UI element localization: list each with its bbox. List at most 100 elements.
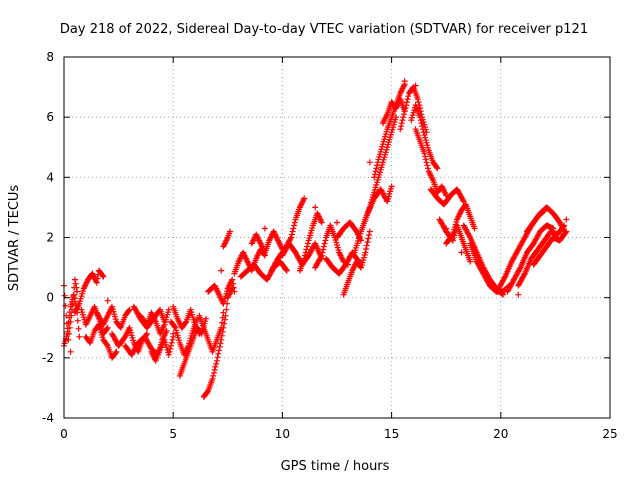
y-tick-label: 4 xyxy=(46,170,54,184)
data-point xyxy=(227,228,233,235)
data-point xyxy=(417,105,423,112)
data-point xyxy=(218,336,225,343)
data-point xyxy=(168,339,175,346)
y-tick-label: 0 xyxy=(46,291,54,305)
data-point xyxy=(321,240,328,247)
data-point xyxy=(75,325,82,332)
data-point xyxy=(510,255,517,262)
data-point xyxy=(366,232,372,238)
data-point xyxy=(288,234,295,241)
data-point xyxy=(563,216,570,223)
data-point xyxy=(449,232,455,239)
y-axis-title: SDTVAR / TECUs xyxy=(7,185,22,292)
data-point xyxy=(291,219,298,226)
data-point xyxy=(217,340,224,347)
data-point xyxy=(424,162,431,169)
data-point xyxy=(230,284,237,291)
data-point xyxy=(471,225,478,232)
data-point xyxy=(214,354,221,361)
data-points xyxy=(61,78,570,400)
data-point xyxy=(213,360,220,367)
data-point xyxy=(319,249,326,256)
data-point xyxy=(161,318,168,325)
x-tick-label: 10 xyxy=(275,427,290,441)
data-point xyxy=(402,105,409,112)
data-point xyxy=(171,323,178,330)
data-point xyxy=(212,363,219,370)
data-point xyxy=(401,111,407,118)
x-axis-title: GPS time / hours xyxy=(281,459,390,474)
data-point xyxy=(170,330,177,337)
data-point xyxy=(364,239,371,245)
x-tick-label: 15 xyxy=(384,427,399,441)
data-point xyxy=(363,242,370,249)
data-point xyxy=(515,291,522,298)
data-point xyxy=(459,197,466,204)
data-point xyxy=(74,288,81,295)
data-point xyxy=(374,159,381,166)
y-tick-label: 2 xyxy=(46,231,54,245)
y-tick-label: -4 xyxy=(42,411,54,425)
data-point xyxy=(109,332,116,339)
data-point xyxy=(303,246,310,253)
data-point xyxy=(422,156,429,163)
data-point xyxy=(398,120,405,127)
data-point xyxy=(169,336,176,343)
data-point xyxy=(400,114,407,121)
data-point xyxy=(366,159,373,166)
data-point xyxy=(104,325,110,332)
data-point xyxy=(363,246,370,252)
data-point xyxy=(64,330,71,337)
data-point xyxy=(415,99,422,106)
data-point xyxy=(62,302,69,309)
data-point xyxy=(211,366,218,373)
data-point xyxy=(209,375,216,382)
data-point xyxy=(100,273,107,280)
data-point xyxy=(372,168,379,175)
data-point xyxy=(412,82,419,89)
data-point xyxy=(561,228,568,235)
data-point xyxy=(104,297,111,304)
data-point xyxy=(219,328,226,335)
data-point xyxy=(64,325,71,332)
data-point xyxy=(126,306,133,313)
data-point xyxy=(420,129,427,136)
data-point xyxy=(65,319,72,326)
data-point xyxy=(291,222,297,229)
data-point xyxy=(362,249,369,256)
data-point xyxy=(76,333,83,340)
y-tick-label: -2 xyxy=(42,351,54,365)
x-tick-label: 25 xyxy=(602,427,617,441)
data-point xyxy=(283,267,290,274)
x-tick-label: 5 xyxy=(169,427,177,441)
data-point xyxy=(365,235,372,242)
data-point xyxy=(320,243,327,250)
data-point xyxy=(165,351,172,358)
data-point xyxy=(99,272,106,279)
data-point xyxy=(261,225,268,232)
data-point xyxy=(322,237,329,244)
data-point xyxy=(320,246,327,253)
data-point xyxy=(211,369,217,376)
data-point xyxy=(223,306,230,313)
data-point xyxy=(401,78,408,85)
data-point xyxy=(72,298,79,305)
chart-title: Day 218 of 2022, Sidereal Day-to-day VTE… xyxy=(60,22,588,37)
data-point xyxy=(73,284,80,291)
y-tick-label: 6 xyxy=(46,110,54,124)
data-point xyxy=(216,347,223,354)
data-point xyxy=(104,324,111,331)
data-point xyxy=(74,317,81,324)
data-point xyxy=(222,312,229,319)
data-point xyxy=(425,165,431,172)
data-point xyxy=(221,316,228,323)
data-point xyxy=(419,126,426,133)
data-point xyxy=(419,123,426,130)
data-point xyxy=(216,343,223,350)
data-point xyxy=(388,183,395,190)
data-point xyxy=(371,171,378,178)
data-point xyxy=(399,117,406,124)
y-tick-label: 8 xyxy=(46,50,54,64)
data-point xyxy=(417,114,423,121)
data-point xyxy=(433,164,440,171)
